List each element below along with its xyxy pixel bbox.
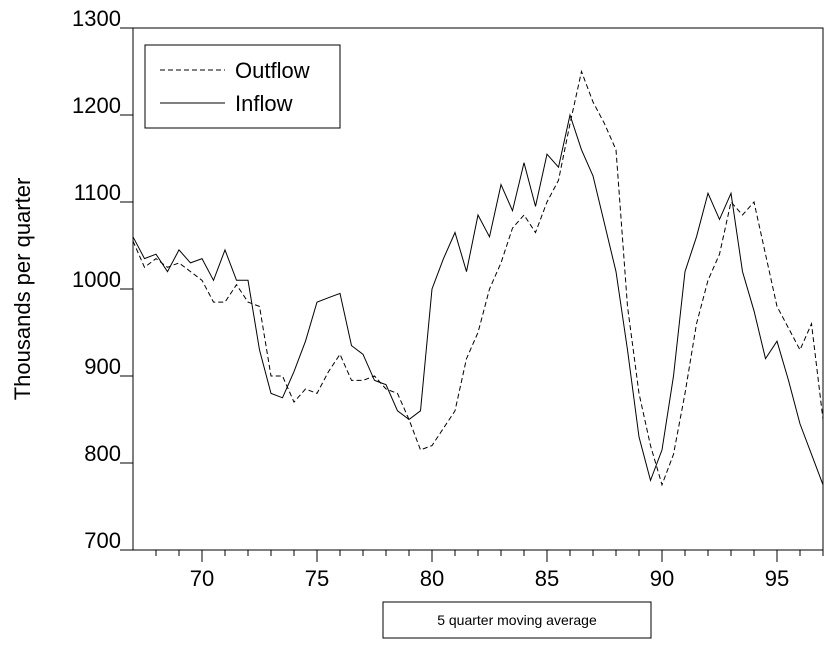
x-tick-label: 90 [650,566,674,591]
y-tick-label: 1000 [72,267,121,292]
series-line [132,113,824,485]
series-line [132,69,824,487]
x-tick-label: 75 [305,566,329,591]
x-tick-label: 85 [535,566,559,591]
y-tick-label: 1100 [74,180,121,205]
x-tick-label: 95 [765,566,789,591]
y-tick-label: 900 [84,354,121,379]
legend-box [144,44,341,129]
y-tick-label: 1300 [72,6,121,31]
legend-label: Inflow [235,91,293,116]
x-label-box [382,601,652,639]
x-tick-label: 80 [420,566,444,591]
y-axis-label: Thousands per quarter [10,178,35,401]
y-tick-label: 700 [84,528,121,553]
x-tick-label: 70 [190,566,214,591]
y-tick-label: 800 [84,441,121,466]
x-axis-label: 5 quarter moving average [437,612,597,628]
y-tick-label: 1200 [72,93,121,118]
legend-label: Outflow [235,58,310,83]
